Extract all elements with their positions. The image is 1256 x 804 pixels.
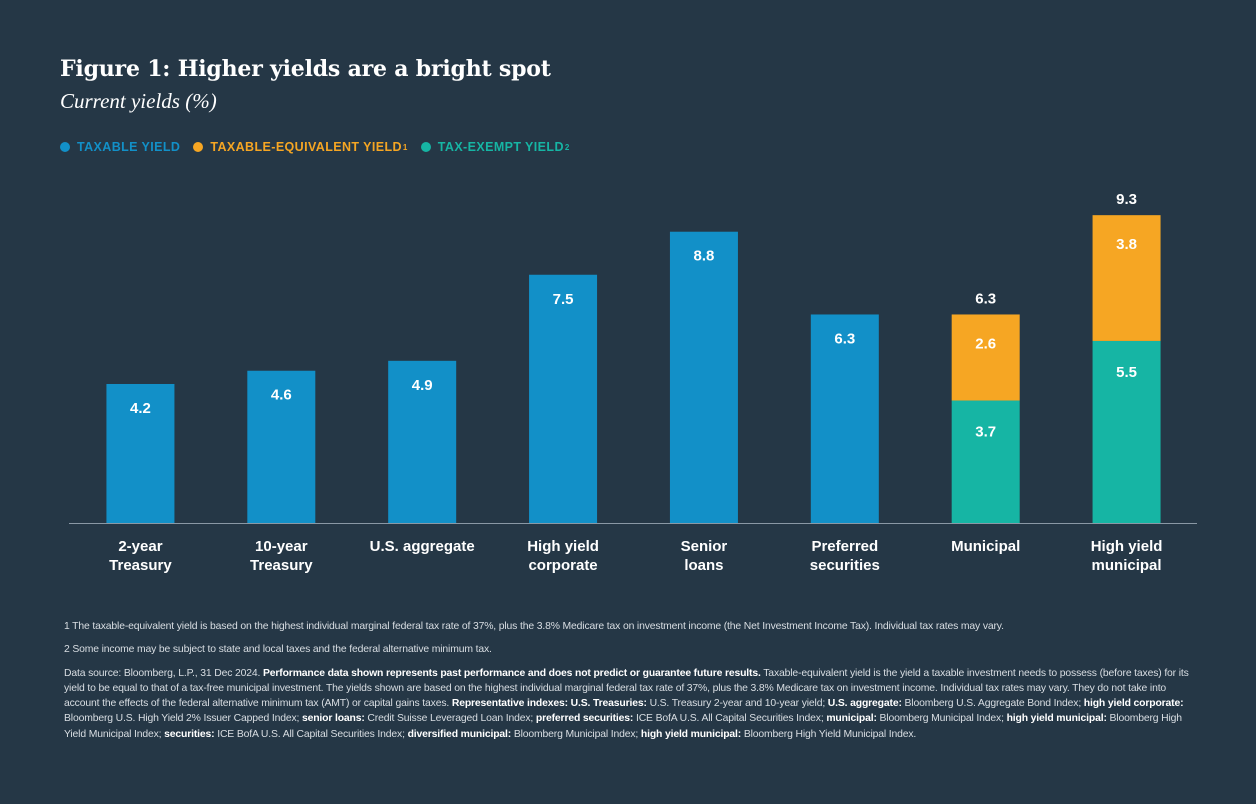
source-segment: high yield corporate: <box>1083 698 1184 710</box>
category-label: Senior <box>681 538 728 555</box>
footnote-source: Data source: Bloomberg, L.P., 31 Dec 202… <box>64 666 1204 742</box>
source-segment: Bloomberg Municipal Index; <box>511 728 641 740</box>
bar-chart: 4.2 2-year Treasury 4.6 10-year Treasury 4.9 U.… <box>69 191 1197 574</box>
source-segment: Bloomberg High Yield Municipal Index; <box>64 713 1182 740</box>
category-label: municipal <box>1092 557 1162 574</box>
source-segment: senior loans: <box>301 713 365 725</box>
category-label: Municipal <box>951 538 1020 555</box>
legend-dot-equivalent-icon <box>193 142 204 152</box>
source-segment: U.S. Treasury 2-year and 10-year yield; <box>646 698 828 710</box>
category-label: 10-year <box>255 538 308 555</box>
category-label: U.S. aggregate <box>370 538 475 555</box>
category-label: Preferred <box>811 538 878 555</box>
bar-label-equivalent: 2.6 <box>975 335 996 352</box>
source-segment: ICE BofA U.S. All Capital Securities Ind… <box>633 713 827 725</box>
chart-legend: TAXABLE YIELD TAXABLE-EQUIVALENT YIELD 1 … <box>60 140 583 154</box>
source-segment: diversified municipal: <box>407 728 512 740</box>
category-label: High yield <box>527 538 599 555</box>
bar-taxable <box>247 370 316 523</box>
legend-dot-exempt-icon <box>420 142 431 152</box>
bar-label-taxable: 7.5 <box>553 291 574 308</box>
source-segment: Taxable-equivalent yield is the yield a … <box>64 667 1189 710</box>
bar-label-total: 6.3 <box>975 290 996 307</box>
footnotes: 1 The taxable-equivalent yield is based … <box>64 619 1204 750</box>
chart-subtitle: Current yields (%) <box>60 89 217 113</box>
category-label: corporate <box>528 557 597 574</box>
legend-sup-exempt: 2 <box>564 142 570 152</box>
category-label: 2-year <box>118 538 162 555</box>
source-segment: Bloomberg High Yield Municipal Index. <box>741 728 917 740</box>
bar-label-total: 9.3 <box>1116 191 1137 208</box>
category-label: loans <box>684 557 723 574</box>
legend-label-exempt: TAX-EXEMPT YIELD <box>437 140 564 154</box>
category-label: Treasury <box>109 557 172 574</box>
source-segment: municipal: <box>826 713 877 725</box>
footnote-2: 2 Some income may be subject to state an… <box>64 644 492 656</box>
chart-title: Figure 1: Higher yields are a bright spo… <box>60 56 551 82</box>
category-label: Treasury <box>250 557 313 574</box>
bar-label-taxable: 4.6 <box>271 387 292 404</box>
source-segment: high yield municipal: <box>1006 713 1107 725</box>
legend-label-taxable: TAXABLE YIELD <box>77 140 181 154</box>
bar-label-taxable: 4.9 <box>412 377 433 394</box>
category-label: High yield <box>1091 538 1163 555</box>
bar-taxable <box>669 231 738 523</box>
legend-dot-taxable-icon <box>60 142 70 152</box>
bar-label-taxable: 6.3 <box>834 330 855 347</box>
source-segment: securities: <box>164 728 215 740</box>
source-segment: Performance data shown represents past p… <box>262 667 761 679</box>
source-segment: Credit Suisse Leveraged Loan Index; <box>364 713 536 725</box>
source-segment: Representative indexes: U.S. Treasuries: <box>451 698 647 710</box>
bar-label-taxable: 8.8 <box>694 248 715 265</box>
bar-taxable-equivalent <box>951 314 1020 401</box>
source-segment: preferred securities: <box>535 713 634 725</box>
source-segment: Bloomberg U.S. Aggregate Bond Index; <box>901 698 1084 710</box>
category-label: securities <box>810 557 880 574</box>
bar-label-taxable: 4.2 <box>130 400 151 417</box>
bar-taxable <box>106 383 175 523</box>
bar-tax-exempt <box>951 400 1020 523</box>
bar-taxable-equivalent <box>1092 215 1161 341</box>
source-segment: U.S. aggregate: <box>827 698 902 710</box>
legend-item-exempt: TAX-EXEMPT YIELD 2 <box>420 140 570 154</box>
bar-tax-exempt <box>1092 340 1161 523</box>
source-segment: high yield municipal: <box>640 728 742 740</box>
legend-item-equivalent: TAXABLE-EQUIVALENT YIELD 1 <box>193 140 407 154</box>
source-segment: Bloomberg Municipal Index; <box>876 713 1007 725</box>
legend-label-equivalent: TAXABLE-EQUIVALENT YIELD <box>210 140 402 154</box>
source-segment: Data source: Bloomberg, L.P., 31 Dec 202… <box>64 667 263 679</box>
legend-item-taxable: TAXABLE YIELD <box>60 140 180 154</box>
source-segment: ICE BofA U.S. All Capital Securities Ind… <box>214 728 408 740</box>
bar-taxable <box>388 360 457 523</box>
bar-taxable <box>810 314 879 523</box>
bar-label-equivalent: 3.8 <box>1116 236 1137 253</box>
bar-label-exempt: 3.7 <box>975 424 996 441</box>
source-segment: Bloomberg U.S. High Yield 2% Issuer Capp… <box>64 713 302 725</box>
footnote-1: 1 The taxable-equivalent yield is based … <box>64 621 1004 632</box>
bar-taxable <box>529 274 598 523</box>
bar-label-exempt: 5.5 <box>1116 364 1137 381</box>
legend-sup-equivalent: 1 <box>402 142 408 152</box>
